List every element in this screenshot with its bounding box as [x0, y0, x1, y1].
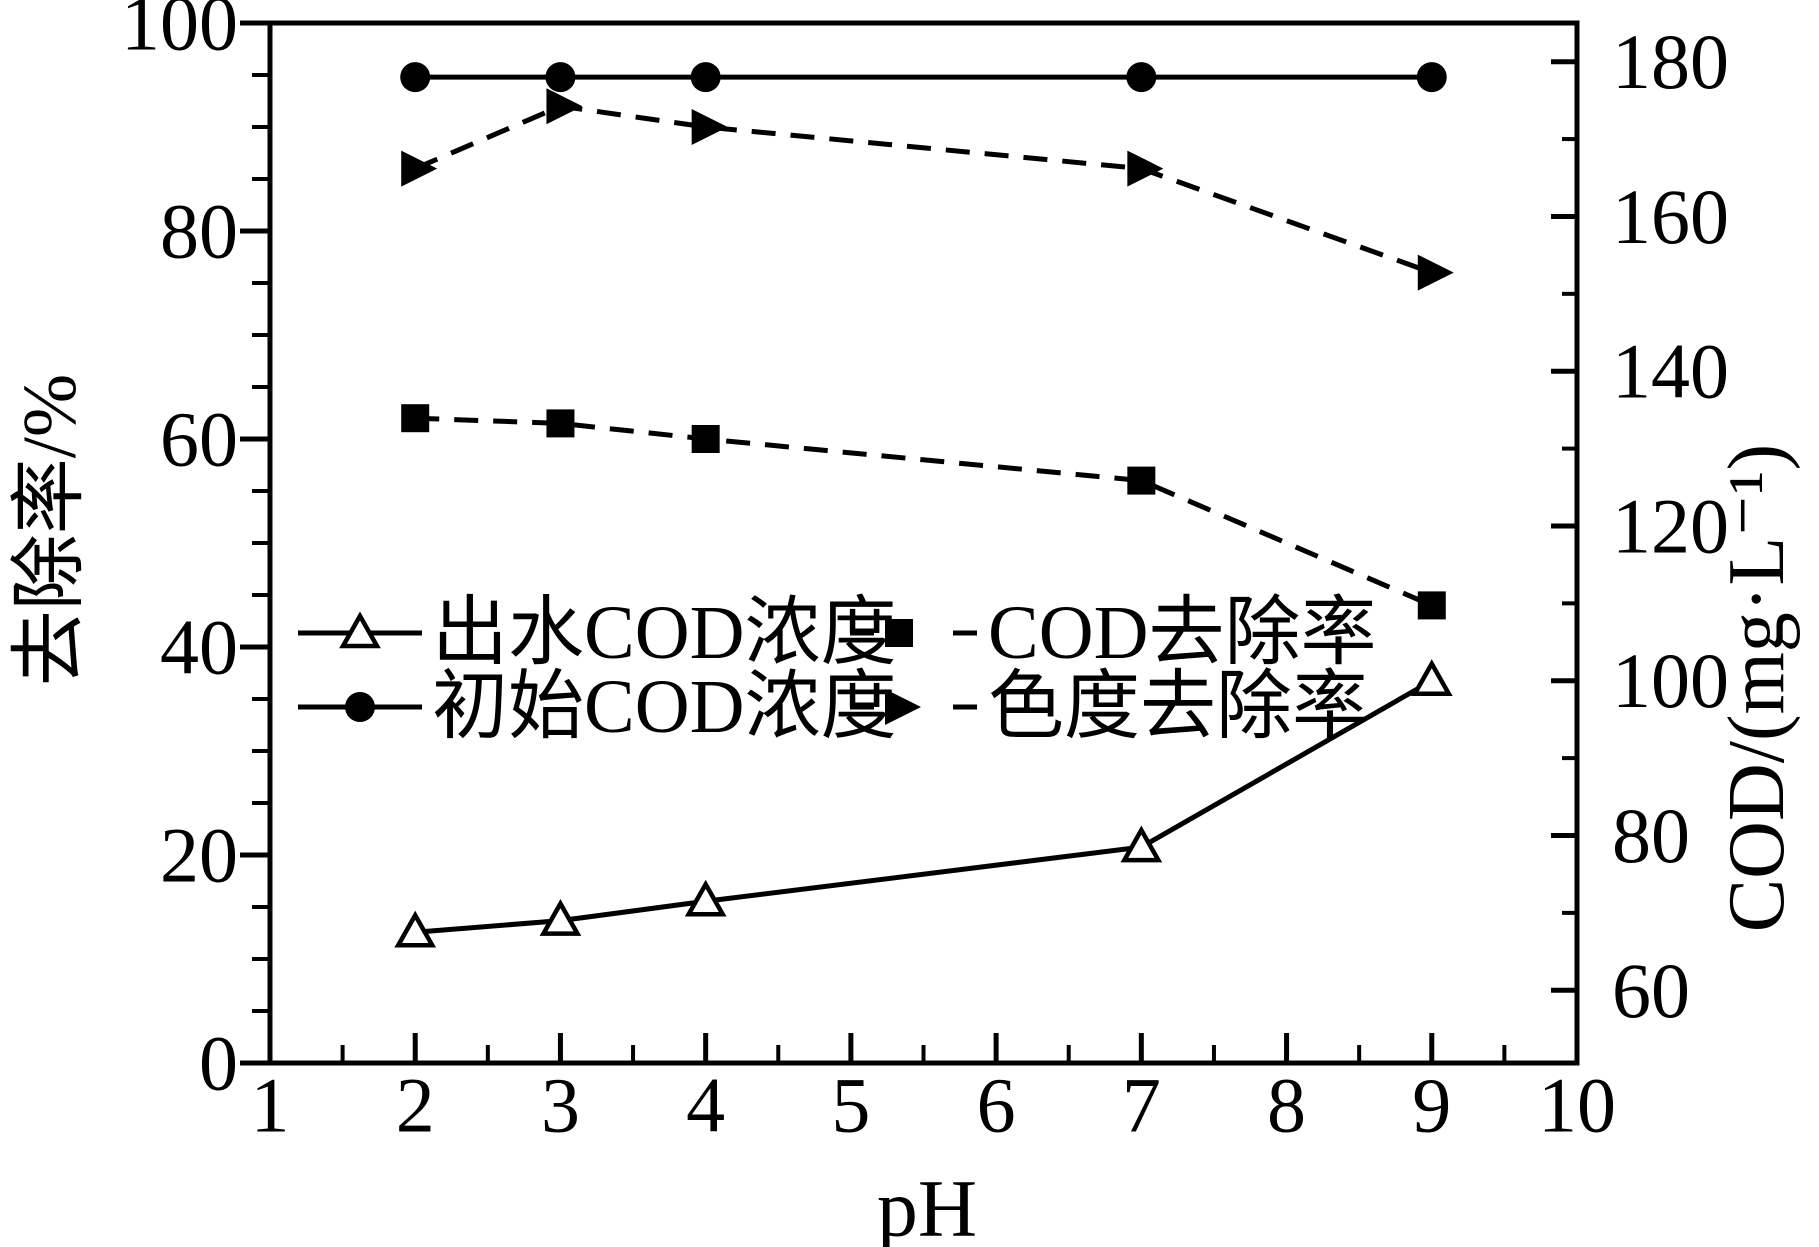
series-marker: [691, 109, 728, 145]
series-1-triangle-open: [394, 659, 1453, 948]
left-axis-tick-label: 80: [160, 188, 238, 275]
right-axis-tick-label: 120: [1612, 482, 1729, 569]
legend-entry: COD去除率: [850, 591, 1376, 675]
series-marker: [401, 150, 438, 187]
series-marker: [690, 62, 721, 93]
left-axis-tick-label: 20: [160, 812, 238, 899]
series-marker: [539, 899, 582, 936]
x-axis-tick-label: 8: [1267, 1062, 1306, 1149]
left-axis-tick-label: 40: [160, 604, 238, 691]
x-axis-title: pH: [877, 1163, 977, 1247]
legend-label: COD去除率: [988, 591, 1376, 675]
right-axis-tick-label: 60: [1612, 947, 1690, 1034]
right-axis-tick-label: 180: [1612, 18, 1729, 105]
legend-entry: 初始COD浓度: [298, 665, 896, 749]
series-marker: [1410, 659, 1453, 696]
left-axis-title: 去除率/%: [8, 374, 92, 686]
series-marker: [400, 62, 431, 93]
x-axis-tick-label: 6: [977, 1062, 1016, 1149]
legend-label: 色度去除率: [988, 665, 1368, 749]
series-marker: [546, 409, 575, 438]
right-axis-title: COD/(mg·L⁻¹): [1713, 444, 1801, 932]
right-axis-tick-label: 140: [1612, 328, 1729, 415]
x-axis-tick-label: 9: [1412, 1062, 1451, 1149]
series-marker: [691, 425, 720, 453]
series-marker: [1417, 254, 1454, 291]
x-axis-tick-label: 2: [396, 1062, 435, 1149]
legend-marker: [885, 619, 913, 647]
legend-entry: 色度去除率: [850, 665, 1368, 749]
series-marker: [394, 910, 437, 948]
series-marker: [401, 404, 430, 433]
series-marker: [684, 879, 727, 917]
series-marker: [546, 88, 583, 125]
x-axis-tick-label: 4: [686, 1062, 725, 1149]
x-axis-tick-label: 7: [1122, 1062, 1161, 1149]
legend-label: 初始COD浓度: [432, 665, 896, 749]
legend-entry: 出水COD浓度: [298, 591, 896, 675]
series-marker: [1127, 150, 1164, 187]
x-axis-tick-label: 5: [831, 1062, 870, 1149]
x-axis-tick-label: 1: [251, 1062, 290, 1149]
series-4-triangle-right-filled: [401, 88, 1454, 291]
left-axis-tick-label: 100: [121, 0, 238, 67]
right-axis-tick-label: 80: [1612, 792, 1690, 879]
right-axis-tick-label: 160: [1612, 173, 1729, 260]
legend-marker: [339, 611, 381, 649]
left-axis-tick-label: 60: [160, 396, 238, 483]
right-axis-tick-label: 100: [1612, 637, 1729, 724]
series-marker: [1127, 466, 1156, 495]
x-axis-tick-label: 3: [541, 1062, 580, 1149]
series-marker: [1417, 591, 1446, 620]
legend-marker: [345, 692, 375, 722]
series-marker: [1120, 825, 1163, 863]
series-3-square-filled: [401, 404, 1446, 620]
legend-marker: [885, 689, 921, 725]
left-axis-tick-label: 0: [199, 1020, 238, 1107]
series-2-circle-filled: [400, 62, 1447, 93]
legend-label: 出水COD浓度: [432, 591, 896, 675]
series-marker: [1126, 62, 1157, 93]
series-marker: [545, 62, 576, 93]
series-marker: [1416, 62, 1447, 93]
x-axis-tick-label: 10: [1538, 1062, 1616, 1149]
